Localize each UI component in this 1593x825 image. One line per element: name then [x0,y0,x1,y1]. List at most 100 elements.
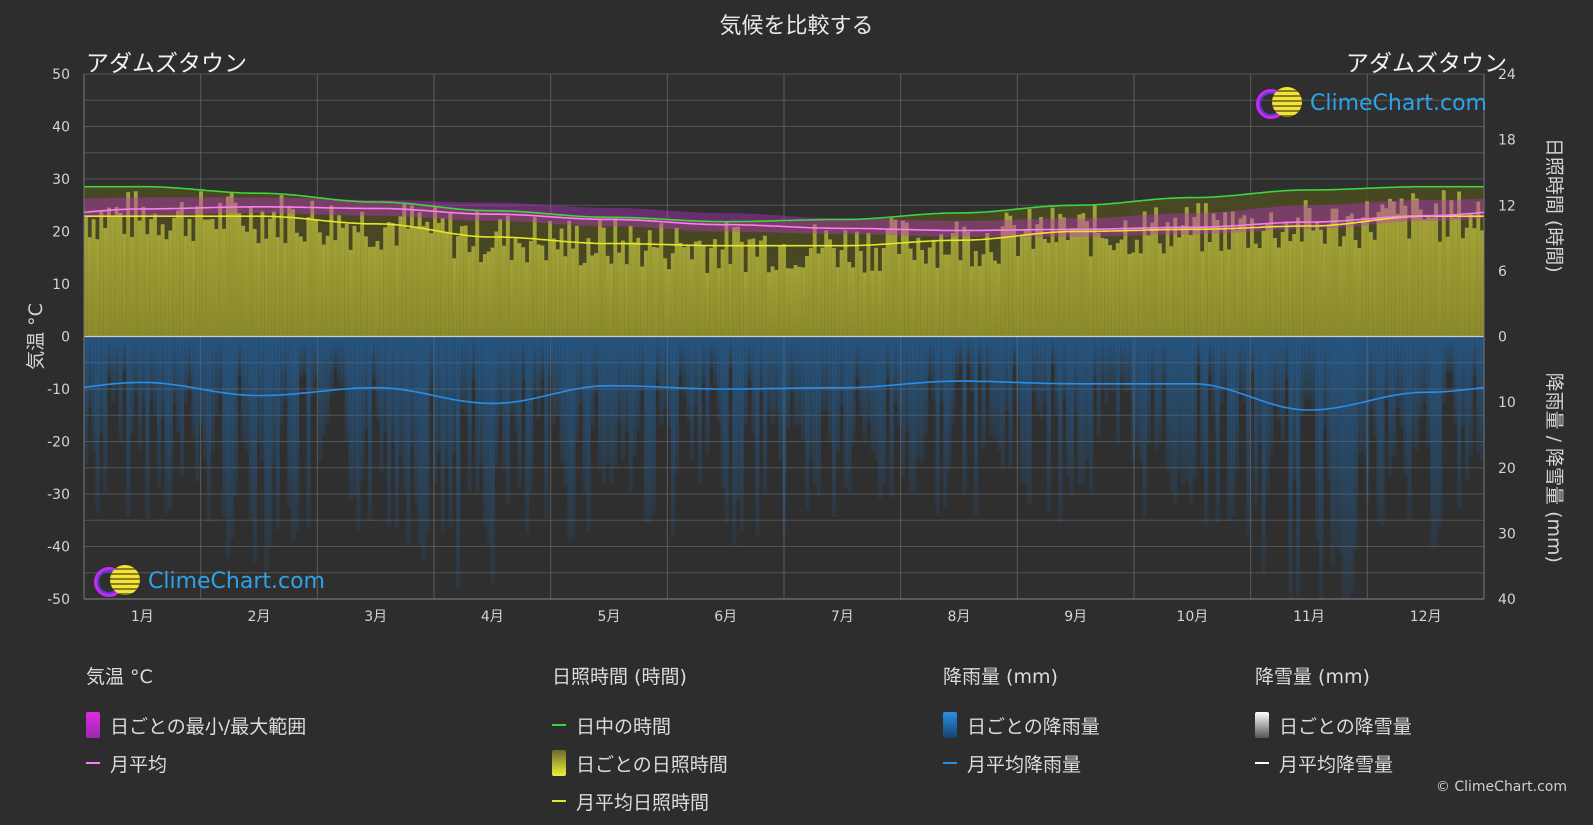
sunshine-day-bar [555,249,561,337]
sunshine-day-bar [1418,209,1424,337]
rain-day-bar [1480,336,1485,462]
sunshine-day-bar [130,236,135,337]
rain-day-bar [291,336,296,542]
sunshine-day-bar [916,237,921,337]
sunshine-day-bar [1376,211,1381,337]
sunshine-day-bar [482,254,488,337]
sunshine-day-bar [1399,198,1404,337]
sunshine-day-bar [1154,207,1159,337]
sunshine-day-bar [329,205,334,337]
rain-day-bar [1031,336,1036,393]
sunshine-day-bar [1269,212,1274,337]
rain-day-bar [632,336,637,456]
rain-day-bar [505,336,511,505]
rain-day-bar [1273,336,1278,407]
axes: 50 40 30 20 10 0 -10 -20 -30 -40 -50 24 18 12 6 0 10 20 30… [25,67,1565,625]
rain-day-bar [1437,336,1443,527]
sunshine-day-bar [1131,252,1136,337]
sunshine-day-bar [1081,213,1086,337]
rain-day-bar [103,336,108,494]
sunshine-day-bar [747,239,752,337]
rain-day-bar [544,336,549,519]
rain-day-bar [950,336,956,424]
rain-day-bar [1184,336,1190,481]
sunshine-day-bar [1096,232,1101,337]
rain-day-bar [701,336,706,385]
rain-day-bar [977,336,982,367]
rain-day-bar [924,336,929,434]
rain-day-bar [436,336,442,453]
rain-day-bar [1292,336,1297,480]
sunshine-day-bar [317,232,323,337]
rain-day-bar [724,336,729,525]
sunshine-day-bar [456,236,461,337]
sunshine-day-bar [632,242,637,337]
rain-day-bar [720,336,725,488]
sunshine-day-bar [540,245,545,337]
sunshine-day-bar [360,211,365,337]
sunshine-day-bar [924,263,929,337]
rain-day-bar [1315,336,1320,541]
sunshine-day-bar [379,249,384,337]
rain-day-bar [966,336,971,365]
sunshine-day-bar [371,246,376,337]
sunshine-day-bar [617,252,622,337]
logo-bottom[interactable]: ClimeChart.com [94,564,325,598]
rain-day-bar [1019,336,1025,484]
rain-day-bar [782,336,787,534]
city-right-label: アダムズタウン [1346,51,1507,77]
logo-top[interactable]: ClimeChart.com [1256,86,1487,120]
rain-day-bar [1238,336,1243,389]
sunshine-day-bar [1453,217,1458,337]
rain-day-bar [1460,336,1466,427]
rain-day-bar [1253,336,1259,505]
sunshine-day-bar [410,205,415,337]
sunshine-day-bar [321,244,327,337]
rain-day-bar [713,336,718,386]
sunshine-day-bar [613,218,618,337]
snow-avg-swatch [1255,762,1269,764]
sunshine-day-bar [271,211,277,337]
legend-daylight-label: 日中の時間 [576,715,672,738]
rain-day-bar [1157,336,1163,443]
sunshine-day-bar [294,232,300,337]
rain-day-bar [597,336,603,471]
rain-day-bar [1476,336,1481,455]
rain-day-bar [440,336,445,535]
sunshine-day-bar [279,195,284,337]
sunshine-day-bar [509,260,514,337]
rain-day-bar [766,336,771,412]
sunshine-day-bar [578,265,584,337]
rain-day-bar [839,336,844,407]
sunshine-day-bar [275,237,281,337]
rain-day-bar [705,336,710,455]
rain-day-bar [1380,336,1385,527]
sunshine-day-bar [1457,191,1462,337]
sunshine-day-bar [1326,224,1331,337]
rain-day-bar [1058,336,1063,523]
rain-day-bar [985,336,990,382]
sunshine-day-bar [1177,237,1182,337]
rain-day-bar [647,336,653,525]
rain-day-bar [1211,336,1216,413]
sunshine-day-bar [1246,247,1251,337]
sunshine-day-bar [1104,238,1109,337]
rain-day-bar [605,336,610,465]
rain-day-bar [1227,336,1232,522]
precip-axis-title: 降雨量 / 降雪量 (mm) [1543,373,1565,563]
chart-marks [83,185,1485,599]
rain-day-bar [540,336,545,380]
sunshine-day-bar [962,226,967,337]
rain-day-bar [1299,336,1305,417]
sunshine-day-bar [889,218,894,337]
sunshine-day-bar [594,253,599,337]
sunshine-day-bar [1157,243,1163,337]
sunshine-day-bar [1215,219,1220,337]
month-tick-label: 2月 [248,609,271,625]
sunshine-day-bar [394,245,399,337]
rain-day-bar [406,336,411,547]
rain-day-bar [532,336,538,396]
sunshine-day-bar [1134,239,1140,337]
sunshine-day-bar [1035,224,1040,337]
sunshine-day-bar [314,220,319,337]
